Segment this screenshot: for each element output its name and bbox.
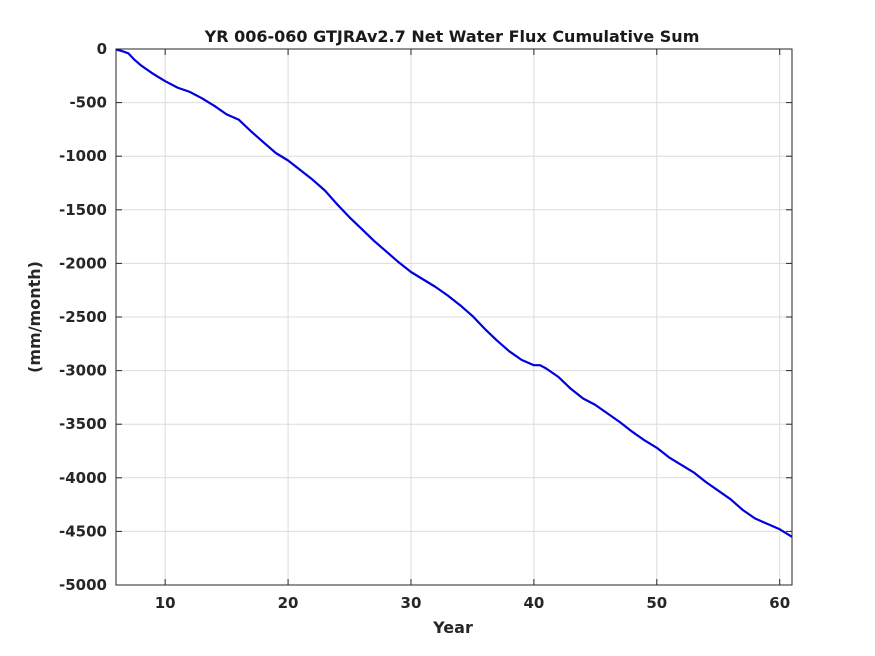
plot-area	[115, 48, 793, 538]
series-line-0	[115, 48, 793, 538]
y-tick-label: -1000	[59, 147, 107, 165]
x-tick-label: 20	[278, 594, 299, 612]
y-tick-label: -3500	[59, 415, 107, 433]
y-tick-label: -4000	[59, 469, 107, 487]
x-tick-label: 40	[523, 594, 544, 612]
x-tick-label: 30	[401, 594, 422, 612]
x-axis-label: Year	[432, 618, 473, 637]
x-tick-label: 50	[646, 594, 667, 612]
y-tick-label: 0	[97, 40, 107, 58]
y-tick-label: -2000	[59, 254, 107, 272]
x-tick-label: 10	[155, 594, 176, 612]
grid	[116, 48, 792, 586]
chart-title: YR 006-060 GTJRAv2.7 Net Water Flux Cumu…	[204, 27, 700, 46]
y-tick-label: -1500	[59, 201, 107, 219]
y-tick-label: -2500	[59, 308, 107, 326]
y-tick-label: -500	[69, 94, 107, 112]
x-tick-label: 60	[769, 594, 790, 612]
y-axis-label: (mm/month)	[25, 261, 44, 373]
y-tick-label: -4500	[59, 522, 107, 540]
axes-ticks: 10 20 30 40 50 60 0 -500 -1000 -1500 -2000 -2500 -30…	[59, 40, 792, 612]
y-tick-label: -3000	[59, 362, 107, 380]
y-tick-label: -5000	[59, 576, 107, 594]
